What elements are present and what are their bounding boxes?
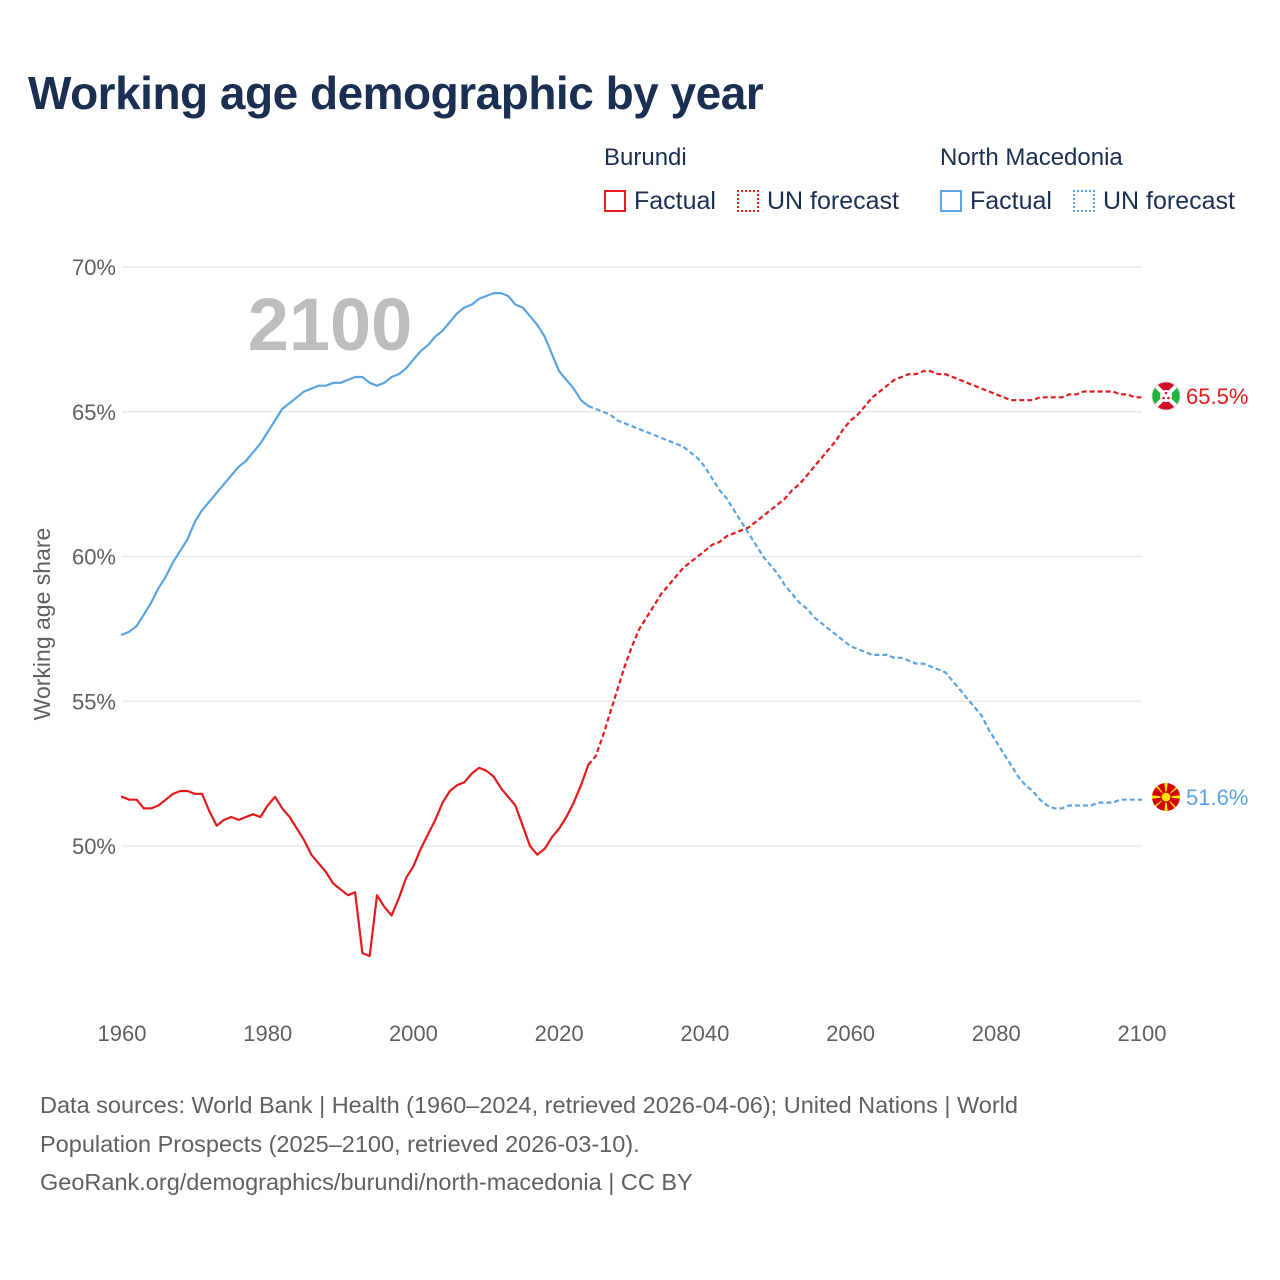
y-tick-label: 70% <box>72 255 116 280</box>
north-macedonia-end-label: 51.6% <box>1186 785 1248 810</box>
legend-item-north-macedonia-forecast[interactable]: UN forecast <box>1073 186 1235 216</box>
y-tick-label: 60% <box>72 545 116 570</box>
burundi-end-label: 65.5% <box>1186 384 1248 409</box>
x-tick-label: 2000 <box>389 1021 438 1046</box>
x-tick-label: 1980 <box>243 1021 292 1046</box>
legend-item-burundi-forecast[interactable]: UN forecast <box>737 186 899 216</box>
burundi-forecast-line <box>587 370 1142 766</box>
legend-label: Factual <box>634 186 716 215</box>
x-tick-label: 2100 <box>1118 1021 1167 1046</box>
north-macedonia-factual-line <box>120 292 590 636</box>
legend-label: UN forecast <box>767 186 899 215</box>
y-tick-label: 65% <box>72 400 116 425</box>
legend-swatch-solid <box>940 190 962 212</box>
x-tick-label: 2080 <box>972 1021 1021 1046</box>
legend-item-burundi-factual[interactable]: Factual <box>604 186 716 216</box>
x-tick-label: 1960 <box>98 1021 147 1046</box>
north-macedonia-flag-icon <box>1152 783 1180 811</box>
legend-item-north-macedonia-factual[interactable]: Factual <box>940 186 1052 216</box>
footer-sources: Data sources: World Bank | Health (1960–… <box>40 1086 1240 1202</box>
x-tick-label: 2040 <box>680 1021 729 1046</box>
y-axis-ticks: 50% 55% 60% 65% 70% <box>72 255 116 859</box>
legend-swatch-dotted <box>737 190 759 212</box>
legend-label: Factual <box>970 186 1052 215</box>
footer-line: Population Prospects (2025–2100, retriev… <box>40 1130 640 1157</box>
legend-label: UN forecast <box>1103 186 1235 215</box>
x-axis-ticks: 1960 1980 2000 2020 2040 2060 2080 2100 <box>98 1021 1167 1046</box>
burundi-factual-line <box>120 763 590 958</box>
series <box>120 292 1142 958</box>
x-tick-label: 2060 <box>826 1021 875 1046</box>
legend-swatch-dotted <box>1073 190 1095 212</box>
burundi-flag-icon <box>1151 381 1181 411</box>
year-watermark: 2100 <box>248 283 413 366</box>
footer-link[interactable]: GeoRank.org/demographics/burundi/north-m… <box>40 1169 693 1195</box>
chart-title: Working age demographic by year <box>28 67 764 119</box>
line-chart: 50% 55% 60% 65% 70% 1960 1980 2000 2020 2040 2060… <box>29 255 1248 1046</box>
legend-title-burundi: Burundi <box>604 144 687 171</box>
legend-swatch-solid <box>604 190 626 212</box>
legend-title-north-macedonia: North Macedonia <box>940 144 1123 171</box>
y-tick-label: 55% <box>72 689 116 714</box>
y-tick-label: 50% <box>72 834 116 859</box>
grid <box>122 266 1142 847</box>
footer-line: Data sources: World Bank | Health (1960–… <box>40 1092 1018 1118</box>
north-macedonia-forecast-line <box>587 404 1142 810</box>
x-tick-label: 2020 <box>535 1021 584 1046</box>
y-axis-label: Working age share <box>29 528 55 721</box>
